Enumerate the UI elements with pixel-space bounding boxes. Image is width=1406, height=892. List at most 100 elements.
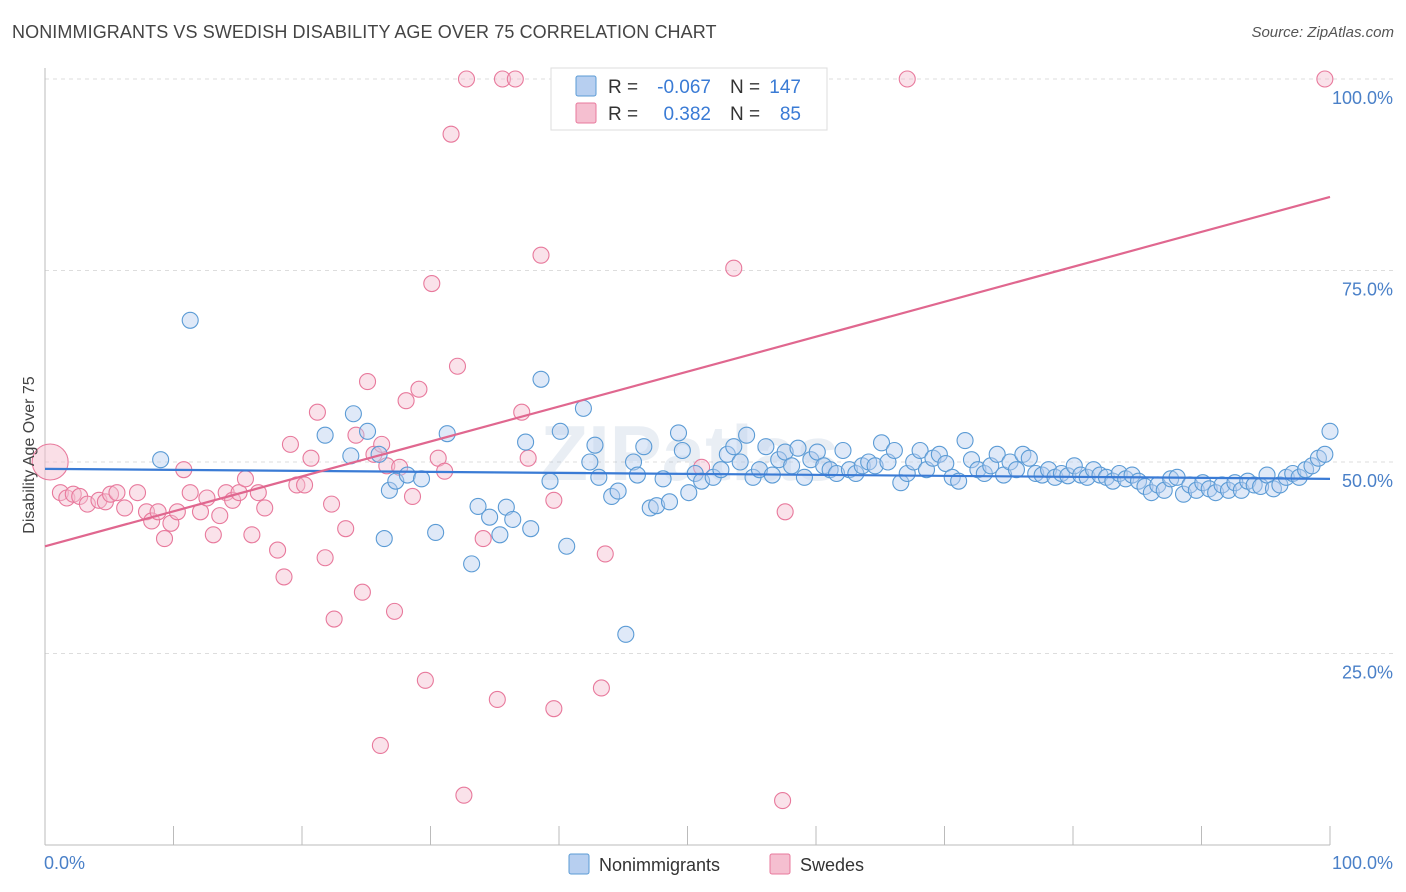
swedes-point [493,70,512,88]
swedes-point [116,499,134,517]
swedes-point [243,526,261,544]
swedes-point [397,392,415,410]
nonimmigrants-point [481,508,499,526]
nonimmigrants-point [469,497,487,515]
nonimmigrants-point [344,405,362,423]
gridlines [45,78,1395,654]
series-legend: Nonimmigrants Swedes [568,853,864,875]
swedes-point [371,736,389,754]
y-tick-label: 75.0% [1342,280,1393,300]
stats-n-label: N = [730,104,760,125]
nonimmigrants-point [1020,449,1038,467]
swedes-point [776,503,794,521]
nonimmigrants-point [937,454,955,473]
tick-labels: 25.0% 50.0% 75.0% 100.0% 0.0% 100.0% [44,88,1393,873]
nonimmigrants-point [731,453,749,471]
nonimmigrants-point [635,438,653,456]
nonimmigrants-point [885,441,903,460]
swedes-point [592,679,610,697]
nonimmigrants-point [808,443,826,461]
y-tick-label: 50.0% [1342,471,1393,491]
swedes-point [448,357,467,375]
nonimmigrants-point [152,451,170,469]
source-credit: Source: ZipAtlas.com [1251,24,1394,41]
nonimmigrants-point [398,466,416,484]
swedes-point [519,449,537,467]
nonimmigrants-point [1245,476,1263,494]
stats-r-label: R = [608,77,638,98]
nonimmigrants-point [783,457,801,475]
nonimmigrants-point [911,441,929,460]
nonimmigrants-point [558,537,576,555]
nonimmigrants-point [522,520,540,538]
swedes-point [236,470,255,488]
swedes-point [474,530,492,548]
x-tick-label: 100.0% [1332,853,1393,873]
swedes-point [108,484,126,502]
nonimmigrants-point [532,370,550,388]
nonimmigrants-point [660,493,679,511]
legend-label-swedes: Swedes [800,855,864,875]
nonimmigrants-point [776,443,794,461]
nonimmigrants-point [1072,466,1090,484]
nonimmigrants-point [551,422,569,440]
nonimmigrants-point [517,433,535,451]
stats-n-value: 85 [780,104,801,125]
swedes-point [323,495,341,513]
nonimmigrants-point [463,555,481,573]
nonimmigrants-point [491,526,509,544]
nonimmigrants-point [504,510,522,529]
y-axis-label: Disability Age Over 75 [21,376,38,534]
nonimmigrants-point [380,481,398,499]
swedes-points [31,70,1334,810]
swedes-point [204,526,222,544]
chart-title: NONIMMIGRANTS VS SWEDISH DISABILITY AGE … [12,22,717,42]
nonimmigrants-point [628,466,646,484]
nonimmigrants-point [956,432,974,450]
swedes-trend-line [44,195,1331,548]
swedes-point [337,520,355,538]
swedes-point [296,476,314,494]
nonimmigrants-point [541,472,559,490]
nonimmigrants-point [962,451,981,469]
nonimmigrants-point [950,472,968,490]
nonimmigrants-point [654,470,672,488]
nonimmigrants-point [673,441,691,460]
swedes-point [532,246,550,264]
swedes-point [269,541,287,559]
nonimmigrants-point [789,439,807,457]
nonimmigrants-point [930,445,948,463]
swedes-point [455,786,473,804]
nonimmigrants-point [316,426,334,444]
swedes-point [457,70,476,88]
trend-lines [44,195,1331,548]
nonimmigrants-point [1162,470,1180,488]
nonimmigrants-point [680,484,698,502]
nonimmigrants-point [427,523,445,542]
swedes-point [308,403,326,421]
nonimmigrants-point [1065,457,1083,475]
nonimmigrants-point [574,399,592,417]
swedes-point [410,380,428,398]
swedes-point [353,583,371,601]
swedes-point [128,484,147,502]
nonimmigrants-point [738,426,756,444]
swedes-point [281,435,299,453]
nonimmigrants-point [988,445,1006,463]
nonimmigrants-point [1321,422,1339,440]
swedes-point [416,671,434,689]
stats-swatch-pink [575,102,597,124]
nonimmigrants-point [586,436,604,454]
swedes-point [596,545,614,563]
legend-swatch-swedes [769,853,791,875]
swedes-point [693,458,711,476]
swedes-point [211,507,229,525]
nonimmigrants-point [375,530,393,548]
swedes-point [31,443,69,481]
stats-n-label: N = [730,77,760,98]
nonimmigrants-trend-line [44,467,1331,480]
nonimmigrants-point [1174,485,1193,503]
legend-label-nonimmigrants: Nonimmigrants [599,855,720,875]
stats-legend-box [550,67,828,131]
